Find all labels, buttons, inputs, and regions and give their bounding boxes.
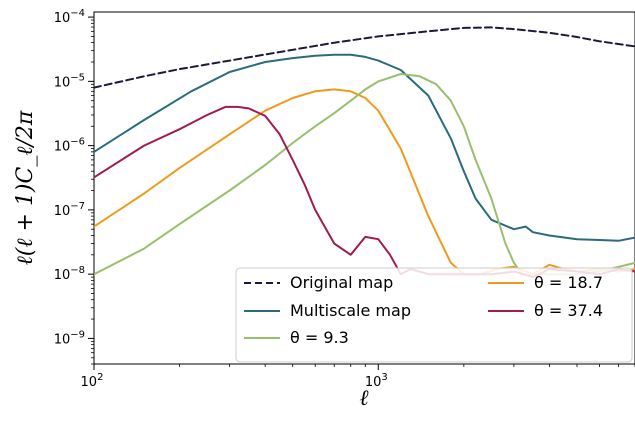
legend-label-0: Original map (290, 273, 393, 292)
y-tick-label: 10−7 (54, 201, 85, 219)
x-axis: 102 103 (81, 364, 635, 390)
series-line-0 (94, 26, 635, 89)
legend: Original map Multiscale map θ = 9.3 θ = 18… (235, 267, 633, 363)
y-tick-label: 10−4 (54, 8, 85, 26)
legend-label-3: θ = 9.3 (290, 328, 349, 347)
legend-label-4: θ = 37.4 (534, 301, 603, 320)
y-tick-label: 10−5 (54, 72, 85, 90)
x-tick-label: 102 (81, 372, 104, 390)
series-line-1 (94, 53, 635, 242)
y-tick-label: 10−9 (54, 329, 85, 347)
y-tick-label: 10−8 (54, 265, 85, 283)
y-tick-label: 10−6 (54, 137, 85, 155)
legend-label-2: θ = 18.7 (534, 273, 603, 292)
y-axis: 10−9 10−8 10−7 10−6 10−5 10−4 (54, 8, 94, 365)
y-axis-label: ℓ(ℓ + 1)C_ℓ/2π (13, 110, 38, 265)
x-tick-label: 103 (365, 372, 388, 390)
x-axis-label: ℓ (359, 386, 369, 411)
legend-box (235, 267, 633, 363)
legend-label-1: Multiscale map (290, 301, 411, 320)
